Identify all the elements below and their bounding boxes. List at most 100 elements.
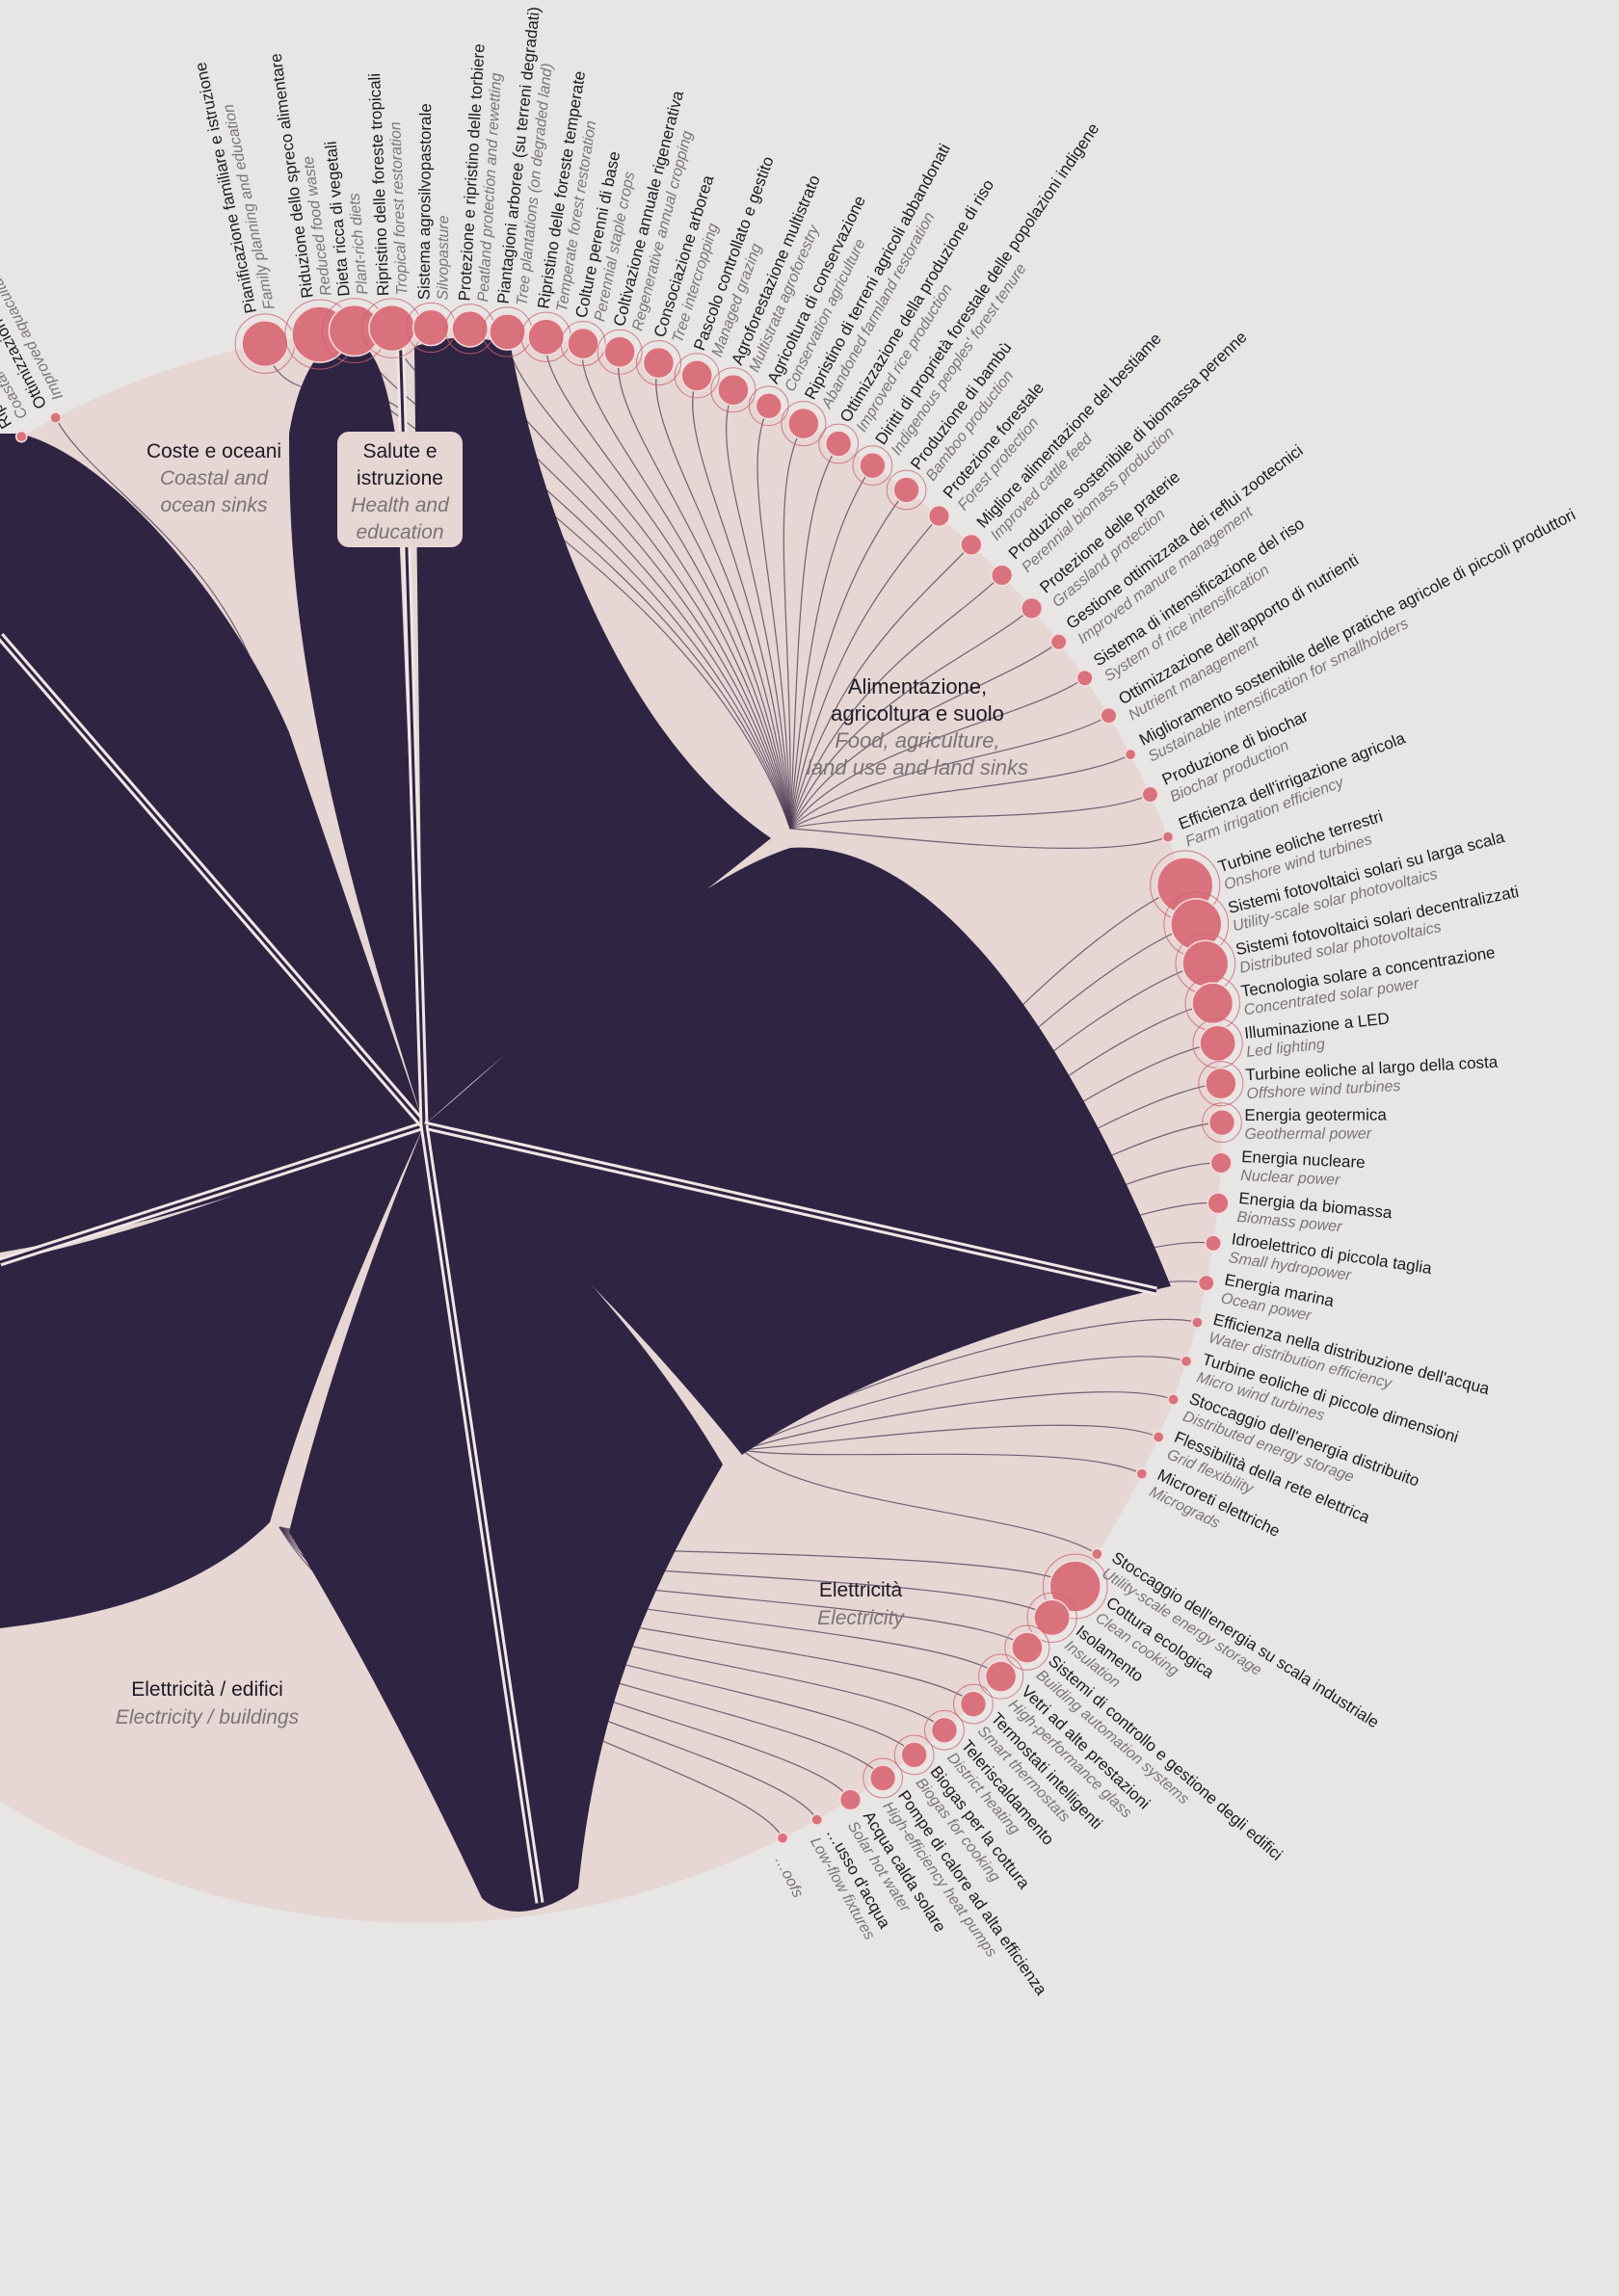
branch-line	[655, 362, 791, 830]
solution-dot	[1075, 669, 1094, 687]
sector-label-food: Alimentazione, agricoltura e suolo Food,…	[807, 674, 1028, 779]
solution-dot	[1209, 1151, 1233, 1174]
solution-dot	[927, 505, 950, 528]
branch-line	[789, 828, 1169, 849]
solution-label-en: Silvopasture	[435, 215, 452, 300]
sector-food-en-2: land use and land sinks	[807, 755, 1028, 779]
solution-dot	[368, 304, 416, 353]
solution-dot	[787, 407, 820, 440]
solution-dots	[14, 298, 1244, 1845]
solution-dot-halo	[597, 329, 643, 375]
solution-dot	[680, 359, 713, 392]
sector-elec-en: Electricity	[817, 1607, 905, 1629]
branch-line	[391, 328, 791, 830]
solution-dot	[411, 308, 450, 347]
solution-dot-halo	[852, 445, 893, 487]
solution-dot	[1167, 1393, 1180, 1406]
solution-dot-halo	[1198, 1061, 1244, 1107]
solution-dot	[959, 1690, 988, 1718]
branch-line	[756, 406, 791, 830]
solution-dot	[1141, 785, 1159, 804]
solution-dot	[1207, 1192, 1230, 1215]
branch-line	[789, 464, 873, 830]
solution-dot	[1204, 1234, 1222, 1253]
branch-line	[506, 331, 791, 830]
branch-line	[789, 715, 1109, 830]
branch-line	[789, 574, 1003, 830]
solution-dot	[1199, 1024, 1236, 1063]
solution-dot	[1124, 748, 1137, 761]
solution-dot-halo	[781, 401, 827, 447]
interior-petal	[0, 434, 424, 1253]
solution-label: Sistema agrosilvopastorale Silvopasture	[414, 103, 452, 300]
solution-dot	[567, 327, 599, 360]
interior-petal	[414, 337, 771, 1125]
solution-dot-halo	[978, 1653, 1024, 1700]
solution-dot-halo	[710, 367, 756, 413]
solution-dot	[527, 318, 566, 356]
solution-dot-halo	[560, 321, 606, 367]
solution-dot	[1161, 831, 1175, 843]
solution-dot-halo	[953, 1683, 994, 1725]
solution-label-en: Nuclear power	[1240, 1168, 1341, 1189]
center-spoke-core	[422, 1124, 542, 1904]
branch-line	[789, 677, 1085, 830]
sector-health-it-2: istruzione	[357, 467, 443, 489]
sector-elecbld-en: Electricity / buildings	[116, 1706, 300, 1729]
solution-dot	[838, 1788, 862, 1811]
branch-line	[741, 1356, 1187, 1451]
sector-elecbld-it: Elettricità / edifici	[131, 1678, 283, 1701]
solution-dot	[1048, 1560, 1101, 1613]
solution-dot	[1190, 1316, 1204, 1329]
sector-food-it-1: Alimentazione,	[848, 674, 987, 699]
solution-dot	[1090, 1547, 1103, 1561]
branch-line	[726, 389, 791, 830]
interior-petal	[424, 847, 1171, 1455]
branch-line	[741, 1449, 1143, 1475]
branch-line	[741, 1424, 1159, 1451]
branch-line	[789, 607, 1032, 830]
solution-dot-halo	[886, 469, 927, 511]
solution-label-en: Geothermal power	[1244, 1126, 1371, 1143]
branch-line	[783, 423, 805, 830]
solution-dot	[859, 452, 887, 480]
sector-coast-it: Coste e oceani	[146, 440, 281, 462]
solution-dot	[1197, 1274, 1215, 1292]
interior-petal	[0, 1125, 424, 1628]
solution-dot	[930, 1716, 959, 1744]
solution-label: …oofs	[771, 1853, 806, 1900]
solution-dot	[1152, 1431, 1165, 1443]
solution-label-it: Sistema agrosilvopastorale	[414, 103, 435, 300]
solution-dot-halo	[1042, 1553, 1108, 1620]
sector-coast-en-2: ocean sinks	[161, 494, 268, 516]
solution-dot-halo	[818, 423, 860, 464]
solution-dot	[1191, 982, 1234, 1025]
sector-label-electricity: Elettricità Electricity	[817, 1579, 905, 1629]
branch-line	[741, 1391, 1174, 1451]
solution-dot	[1021, 596, 1044, 620]
sector-coast-en-1: Coastal and	[160, 467, 269, 489]
solution-label: Pianificazione familiare e istruzioneFam…	[192, 61, 279, 315]
solution-dot	[1033, 1598, 1071, 1637]
interior-petal	[289, 1125, 723, 1912]
branch-line	[789, 543, 972, 830]
branch-line	[789, 641, 1060, 830]
sector-label-health: Salute e istruzione Health and education	[337, 432, 463, 547]
solution-dot	[1181, 939, 1230, 988]
solution-dot-halo	[1004, 1624, 1050, 1671]
branch-line	[617, 352, 791, 830]
sector-food-en-1: Food, agriculture,	[835, 728, 999, 752]
solution-dot	[1049, 633, 1068, 651]
solution-dot-halo	[863, 1757, 904, 1799]
branch-line	[789, 794, 1151, 830]
solution-dot-halo	[635, 340, 681, 386]
solution-label-it: Energia geotermica	[1244, 1106, 1387, 1125]
solution-dot	[1100, 706, 1118, 725]
sector-label-coast: Coste e oceani Coastal and ocean sinks	[146, 440, 281, 516]
branch-line	[789, 753, 1131, 830]
branch-line	[741, 1449, 1098, 1555]
